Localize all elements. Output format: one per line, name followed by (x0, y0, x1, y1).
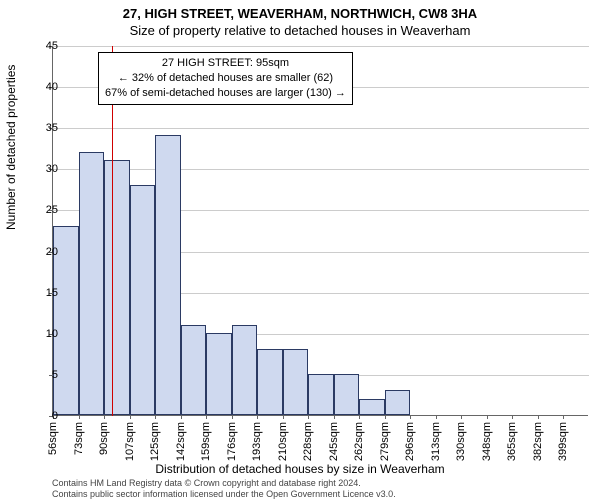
histogram-bar (130, 185, 156, 415)
xtick-mark (410, 415, 411, 419)
histogram-bar (155, 135, 181, 415)
ytick-label: 15 (28, 287, 58, 299)
xtick-mark (155, 415, 156, 419)
histogram-bar (104, 160, 130, 415)
xtick-label: 279sqm (379, 422, 391, 461)
xtick-label: 125sqm (149, 422, 161, 461)
ytick-label: 0 (28, 410, 58, 422)
xtick-label: 399sqm (557, 422, 569, 461)
xtick-mark (130, 415, 131, 419)
chart-container: 27, HIGH STREET, WEAVERHAM, NORTHWICH, C… (0, 0, 600, 500)
xtick-mark (79, 415, 80, 419)
xtick-label: 245sqm (328, 422, 340, 461)
chart-subtitle: Size of property relative to detached ho… (0, 21, 600, 38)
footer-attribution: Contains HM Land Registry data © Crown c… (52, 478, 396, 500)
xtick-label: 159sqm (200, 422, 212, 461)
chart-title-address: 27, HIGH STREET, WEAVERHAM, NORTHWICH, C… (0, 0, 600, 21)
x-axis-label: Distribution of detached houses by size … (0, 462, 600, 476)
ytick-label: 25 (28, 204, 58, 216)
xtick-mark (206, 415, 207, 419)
xtick-mark (257, 415, 258, 419)
xtick-mark (461, 415, 462, 419)
xtick-mark (512, 415, 513, 419)
histogram-bar (206, 333, 232, 415)
gridline (53, 46, 589, 47)
xtick-label: 56sqm (47, 422, 59, 455)
xtick-label: 348sqm (481, 422, 493, 461)
xtick-mark (538, 415, 539, 419)
xtick-label: 228sqm (302, 422, 314, 461)
xtick-mark (104, 415, 105, 419)
xtick-label: 365sqm (506, 422, 518, 461)
xtick-mark (487, 415, 488, 419)
plot-region: 56sqm73sqm90sqm107sqm125sqm142sqm159sqm1… (52, 46, 588, 416)
gridline (53, 128, 589, 129)
gridline (53, 169, 589, 170)
xtick-label: 382sqm (532, 422, 544, 461)
xtick-mark (334, 415, 335, 419)
xtick-label: 90sqm (98, 422, 110, 455)
ytick-label: 20 (28, 246, 58, 258)
xtick-label: 210sqm (277, 422, 289, 461)
xtick-label: 73sqm (73, 422, 85, 455)
xtick-label: 313sqm (430, 422, 442, 461)
xtick-mark (385, 415, 386, 419)
footer-line2: Contains public sector information licen… (52, 489, 396, 500)
histogram-bar (308, 374, 334, 415)
xtick-label: 296sqm (404, 422, 416, 461)
annotation-callout: 27 HIGH STREET: 95sqm← 32% of detached h… (98, 52, 353, 105)
xtick-mark (181, 415, 182, 419)
footer-line1: Contains HM Land Registry data © Crown c… (52, 478, 396, 489)
ytick-label: 40 (28, 81, 58, 93)
xtick-label: 193sqm (251, 422, 263, 461)
ytick-label: 30 (28, 163, 58, 175)
histogram-bar (257, 349, 283, 415)
histogram-bar (79, 152, 105, 415)
annotation-line: 67% of semi-detached houses are larger (… (105, 86, 346, 101)
histogram-bar (359, 399, 385, 415)
xtick-mark (283, 415, 284, 419)
xtick-mark (436, 415, 437, 419)
y-axis-label: Number of detached properties (4, 65, 18, 230)
xtick-label: 142sqm (175, 422, 187, 461)
histogram-bar (385, 390, 411, 415)
annotation-line: 27 HIGH STREET: 95sqm (105, 56, 346, 71)
histogram-bar (232, 325, 258, 415)
xtick-mark (232, 415, 233, 419)
xtick-label: 262sqm (353, 422, 365, 461)
xtick-label: 107sqm (124, 422, 136, 461)
xtick-label: 330sqm (455, 422, 467, 461)
xtick-mark (308, 415, 309, 419)
ytick-label: 45 (28, 40, 58, 52)
chart-area: 56sqm73sqm90sqm107sqm125sqm142sqm159sqm1… (52, 46, 588, 416)
histogram-bar (283, 349, 309, 415)
histogram-bar (181, 325, 207, 415)
annotation-line: ← 32% of detached houses are smaller (62… (105, 71, 346, 86)
xtick-mark (563, 415, 564, 419)
xtick-mark (359, 415, 360, 419)
ytick-label: 10 (28, 328, 58, 340)
histogram-bar (334, 374, 360, 415)
xtick-label: 176sqm (226, 422, 238, 461)
ytick-label: 5 (28, 369, 58, 381)
ytick-label: 35 (28, 122, 58, 134)
